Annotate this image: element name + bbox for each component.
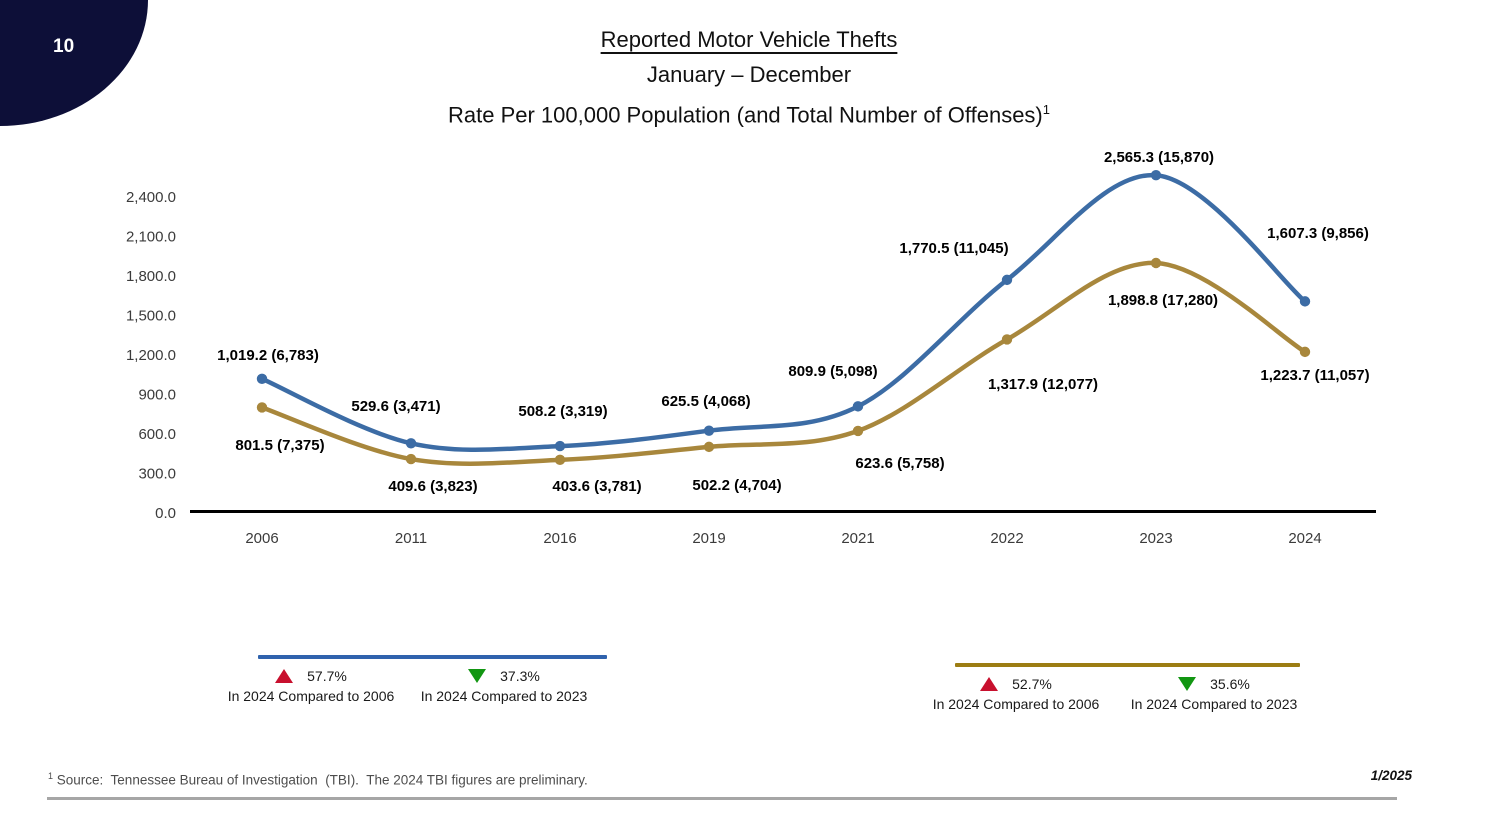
y-tick-label: 2,400.0 [126, 189, 176, 206]
x-category-label: 2019 [692, 530, 725, 547]
source-note: 1 Source: Tennessee Bureau of Investigat… [48, 771, 588, 788]
y-tick-label: 1,800.0 [126, 268, 176, 285]
data-point-marker [703, 425, 715, 436]
data-point-label: 1,770.5 (11,045) [899, 240, 1008, 257]
data-point-label: 502.2 (4,704) [692, 477, 781, 494]
series-line-1 [259, 260, 1308, 466]
data-point-label: 2,565.3 (15,870) [1104, 149, 1214, 166]
data-point-marker [1001, 334, 1013, 345]
down-triangle-icon [1178, 677, 1197, 691]
y-tick-label: 1,200.0 [126, 347, 176, 364]
title-line-2: January – December [646, 62, 852, 87]
x-category-label: 2016 [543, 530, 576, 547]
x-category-label: 2023 [1139, 530, 1172, 547]
x-category-label: 2024 [1288, 530, 1321, 547]
y-tick-label: 2,100.0 [126, 229, 176, 246]
x-category-label: 2011 [395, 530, 427, 547]
legend-blue-up-pct: 57.7% [307, 668, 347, 684]
x-category-label: 2006 [245, 530, 278, 547]
source-footnote-marker: 1 [48, 771, 54, 781]
legend-gold-item-down: 35.6% In 2024 Compared to 2023 [1114, 675, 1314, 712]
data-point-marker [405, 453, 417, 465]
data-point-marker [1150, 170, 1162, 181]
data-point-marker [703, 441, 715, 453]
x-category-label: 2021 [841, 530, 874, 547]
data-point-label: 529.6 (3,471) [351, 398, 440, 415]
up-triangle-icon [275, 669, 294, 683]
legend-blue-down-label: In 2024 Compared to 2023 [420, 688, 588, 704]
source-text: Source: Tennessee Bureau of Investigatio… [53, 772, 588, 788]
data-point-label: 508.2 (3,319) [518, 403, 607, 420]
data-point-marker [405, 438, 417, 449]
legend-gold-down-pct: 35.6% [1210, 676, 1250, 692]
legend-gold-up-label: In 2024 Compared to 2006 [932, 696, 1100, 712]
page-number: 10 [53, 36, 75, 57]
legend-gold-down-label: In 2024 Compared to 2023 [1130, 696, 1298, 712]
y-tick-label: 1,500.0 [126, 308, 176, 325]
y-tick-label: 0.0 [155, 505, 176, 522]
legend-blue-line-swatch [258, 655, 607, 659]
y-tick-label: 300.0 [138, 466, 176, 483]
data-point-marker [852, 401, 864, 412]
data-point-marker [1299, 346, 1311, 358]
data-point-label: 623.6 (5,758) [855, 455, 944, 472]
data-point-label: 1,898.8 (17,280) [1108, 292, 1218, 309]
title-line-3-text: Rate Per 100,000 Population (and Total N… [447, 102, 1043, 128]
thefts-line-chart: 2,400.0 2,100.0 1,800.0 1,500.0 1,200.0 900.0… [126, 149, 1376, 547]
x-category-label: 2022 [990, 530, 1023, 547]
data-point-label: 1,317.9 (12,077) [988, 376, 1098, 393]
data-point-label: 1,019.2 (6,783) [217, 347, 319, 364]
up-triangle-icon [980, 677, 999, 691]
legend-blue-down-pct: 37.3% [500, 668, 540, 684]
data-point-label: 403.6 (3,781) [552, 478, 641, 495]
title-footnote-marker: 1 [1042, 102, 1050, 117]
footer-date: 1/2025 [1370, 768, 1412, 783]
legend-gold-line-swatch [955, 663, 1300, 667]
legend-gold-up-pct: 52.7% [1012, 676, 1052, 692]
legend-gold-item-up: 52.7% In 2024 Compared to 2006 [918, 675, 1114, 712]
data-point-marker [1001, 274, 1013, 286]
down-triangle-icon [468, 669, 487, 683]
title-line-3: Rate Per 100,000 Population (and Total N… [0, 92, 1498, 132]
legend-gold-series: 52.7% In 2024 Compared to 2006 35.6% In … [918, 663, 1318, 712]
data-point-label: 801.5 (7,375) [235, 437, 324, 454]
legend-blue-up-label: In 2024 Compared to 2006 [227, 688, 395, 704]
data-point-label: 809.9 (5,098) [788, 363, 877, 380]
footer-divider-line [47, 797, 1397, 800]
legend-blue-item-up: 57.7% In 2024 Compared to 2006 [213, 667, 409, 704]
data-point-label: 625.5 (4,068) [661, 393, 750, 410]
chart-title-block: Reported Motor Vehicle Thefts January – … [0, 22, 1498, 132]
data-point-label: 1,223.7 (11,057) [1260, 367, 1369, 384]
legend-blue-series: 57.7% In 2024 Compared to 2006 37.3% In … [213, 655, 609, 704]
data-point-marker [256, 373, 268, 385]
data-point-label: 1,607.3 (9,856) [1267, 225, 1369, 242]
data-point-marker [852, 425, 864, 437]
data-point-label: 409.6 (3,823) [388, 478, 477, 495]
y-tick-label: 900.0 [138, 387, 176, 404]
data-point-marker [1299, 296, 1311, 307]
data-point-marker [554, 440, 566, 452]
y-tick-label: 600.0 [138, 426, 176, 443]
data-point-marker [1150, 257, 1162, 269]
data-point-marker [256, 402, 268, 413]
data-point-marker [554, 454, 566, 466]
legend-blue-item-down: 37.3% In 2024 Compared to 2023 [409, 667, 599, 704]
title-line-1: Reported Motor Vehicle Thefts [600, 27, 898, 52]
